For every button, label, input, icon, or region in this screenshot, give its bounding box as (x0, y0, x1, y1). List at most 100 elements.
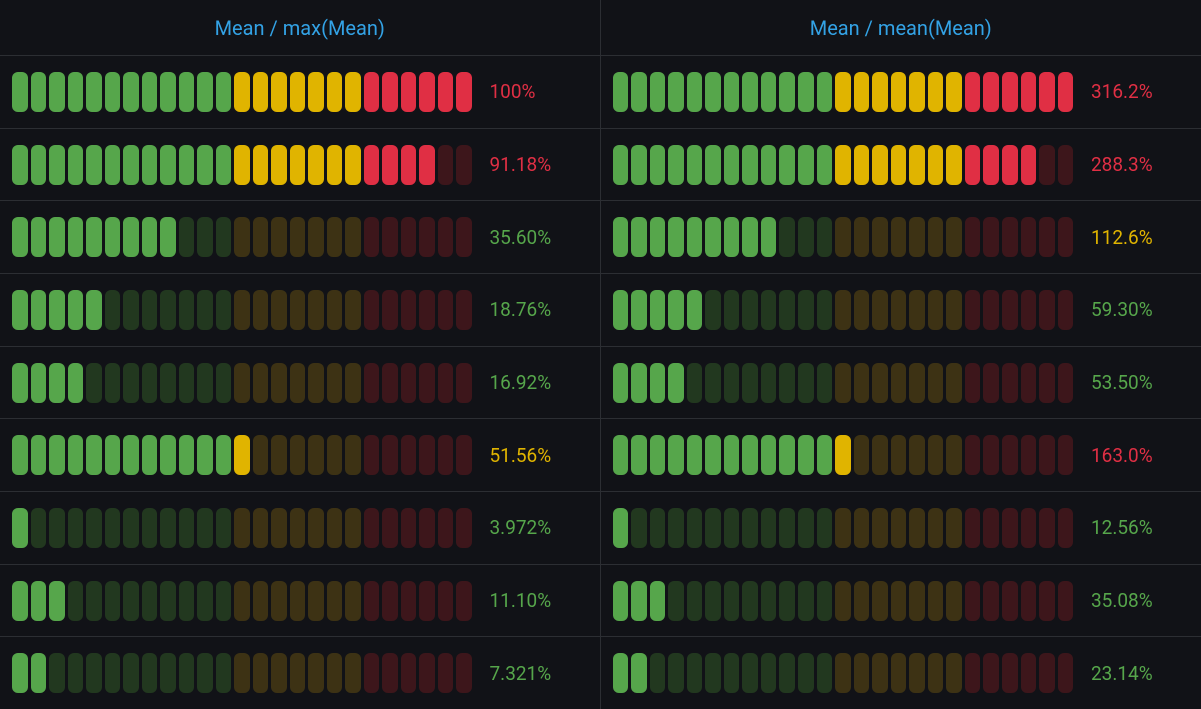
gauge-segment (438, 435, 454, 475)
gauge-segment (105, 508, 121, 548)
gauge-segment (742, 653, 758, 693)
gauge-segment (724, 435, 740, 475)
gauge-row: 23.14% (601, 637, 1201, 709)
gauge-segment (86, 363, 102, 403)
gauge-segment (216, 217, 232, 257)
gauge-segment (909, 145, 925, 185)
gauge-segment (817, 72, 833, 112)
panel-header[interactable]: Mean / max(Mean) (0, 0, 600, 56)
gauge-segment (965, 581, 981, 621)
gauge-segment (835, 72, 851, 112)
gauge-segment (216, 72, 232, 112)
gauge-segment (308, 581, 324, 621)
gauge-segment (49, 653, 65, 693)
gauge-segment (345, 72, 361, 112)
gauge-segment (253, 653, 269, 693)
gauge-value: 163.0% (1091, 444, 1187, 467)
gauge-segment (49, 435, 65, 475)
gauge-segment (872, 508, 888, 548)
gauge-segment (779, 290, 795, 330)
gauge-segment (779, 145, 795, 185)
gauge-segment (86, 145, 102, 185)
gauge-segment (12, 435, 28, 475)
gauge-segment (31, 435, 47, 475)
gauge-segment (142, 363, 158, 403)
gauge-segment (1039, 290, 1055, 330)
gauge-segment (327, 363, 343, 403)
gauge-segment (253, 435, 269, 475)
gauge-segment (613, 435, 629, 475)
gauge-segment (817, 217, 833, 257)
gauge-segment (1002, 290, 1018, 330)
gauge-segment (1021, 217, 1037, 257)
gauge-value: 288.3% (1091, 153, 1187, 176)
gauge-value: 112.6% (1091, 226, 1187, 249)
gauge-segment (160, 72, 176, 112)
gauge-segment (798, 145, 814, 185)
gauge-segment (271, 653, 287, 693)
gauge-segment (613, 72, 629, 112)
gauge-segment (705, 72, 721, 112)
gauge-segment (123, 290, 139, 330)
gauge-segment (1002, 363, 1018, 403)
gauge-segment (31, 508, 47, 548)
gauge-segment (234, 363, 250, 403)
gauge-segment (631, 435, 647, 475)
gauge-segment (401, 290, 417, 330)
gauge-segment (271, 508, 287, 548)
gauge-segment (216, 653, 232, 693)
gauge-segment (613, 653, 629, 693)
gauge-segment (872, 653, 888, 693)
gauge-segment (650, 290, 666, 330)
gauge-segment (854, 653, 870, 693)
gauge-row: 53.50% (601, 347, 1201, 420)
gauge-segment (946, 581, 962, 621)
gauge-segment (891, 435, 907, 475)
gauge-segment (68, 217, 84, 257)
gauge-segment (705, 508, 721, 548)
gauge-segment (438, 72, 454, 112)
gauge-segment (253, 363, 269, 403)
gauge-segment (1021, 72, 1037, 112)
gauge-segment (86, 290, 102, 330)
gauge-row: 12.56% (601, 492, 1201, 565)
retro-lcd-gauge (613, 145, 1074, 185)
gauge-row: 51.56% (0, 419, 600, 492)
gauge-segment (928, 217, 944, 257)
gauge-segment (234, 145, 250, 185)
gauge-row: 288.3% (601, 129, 1201, 202)
gauge-segment (613, 145, 629, 185)
gauge-segment (779, 653, 795, 693)
gauge-segment (631, 72, 647, 112)
gauge-segment (31, 581, 47, 621)
gauge-segment (724, 72, 740, 112)
gauge-segment (965, 435, 981, 475)
gauge-segment (345, 145, 361, 185)
gauge-segment (872, 217, 888, 257)
gauge-segment (668, 72, 684, 112)
gauge-segment (290, 72, 306, 112)
gauge-segment (872, 145, 888, 185)
gauge-segment (946, 290, 962, 330)
panel-header[interactable]: Mean / mean(Mean) (601, 0, 1201, 56)
gauge-segment (946, 363, 962, 403)
gauge-segment (854, 145, 870, 185)
gauge-value: 11.10% (490, 589, 586, 612)
gauge-segment (179, 653, 195, 693)
gauge-segment (142, 290, 158, 330)
gauge-value: 35.08% (1091, 589, 1187, 612)
gauge-segment (668, 508, 684, 548)
gauge-segment (835, 363, 851, 403)
gauge-segment (419, 581, 435, 621)
gauge-segment (216, 290, 232, 330)
gauge-segment (68, 72, 84, 112)
gauge-row: 16.92% (0, 347, 600, 420)
gauge-segment (345, 435, 361, 475)
gauge-segment (49, 290, 65, 330)
gauge-segment (761, 217, 777, 257)
gauge-segment (798, 581, 814, 621)
gauge-segment (817, 435, 833, 475)
gauge-segment (197, 508, 213, 548)
gauge-value: 18.76% (490, 298, 586, 321)
gauge-row: 91.18% (0, 129, 600, 202)
